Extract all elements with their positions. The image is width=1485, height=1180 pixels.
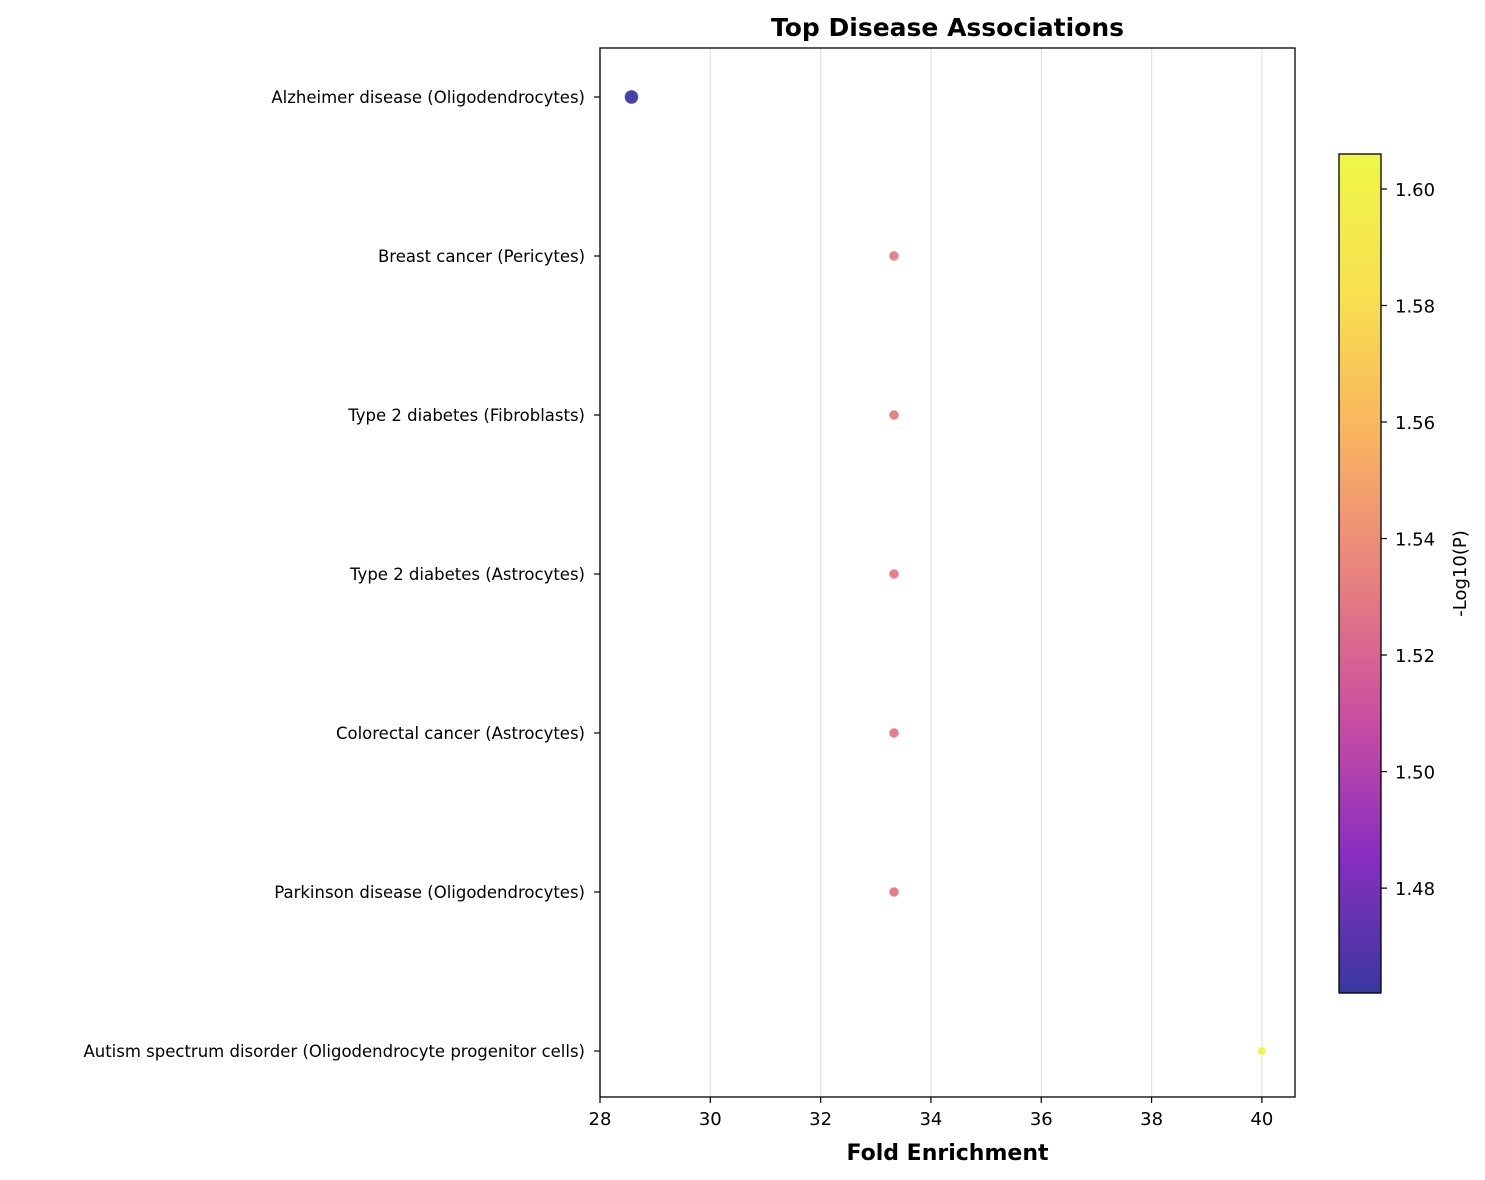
plot-frame bbox=[599, 47, 1296, 1098]
x-tick-label: 34 bbox=[919, 1109, 942, 1130]
x-tick-label: 32 bbox=[809, 1109, 832, 1130]
colorbar-tick-label: 1.54 bbox=[1395, 530, 1435, 551]
y-category-label: Type 2 diabetes (Fibroblasts) bbox=[347, 406, 585, 425]
colorbar: 1.48 1.50 1.52 1.54 1.56 1.58 1.60 -Log10(P) bbox=[1338, 153, 1471, 994]
y-category-label: Type 2 diabetes (Astrocytes) bbox=[349, 565, 585, 584]
x-tick-label: 40 bbox=[1250, 1109, 1273, 1130]
y-category-label: Colorectal cancer (Astrocytes) bbox=[336, 724, 585, 743]
colorbar-tick-label: 1.52 bbox=[1395, 646, 1435, 667]
chart-title: Top Disease Associations bbox=[771, 13, 1124, 42]
colorbar-tick-label: 1.56 bbox=[1395, 413, 1435, 434]
data-point bbox=[888, 409, 900, 421]
colorbar-tick-label: 1.60 bbox=[1395, 180, 1435, 201]
data-points bbox=[623, 89, 1267, 1056]
y-category-label: Alzheimer disease (Oligodendrocytes) bbox=[271, 88, 585, 107]
colorbar-ticks: 1.48 1.50 1.52 1.54 1.56 1.58 1.60 bbox=[1381, 180, 1435, 900]
x-axis-label: Fold Enrichment bbox=[846, 1141, 1048, 1166]
y-category-label: Parkinson disease (Oligodendrocytes) bbox=[274, 883, 585, 902]
colorbar-tick-label: 1.50 bbox=[1395, 763, 1435, 784]
x-tick-label: 28 bbox=[589, 1109, 612, 1130]
colorbar-tick-label: 1.48 bbox=[1395, 879, 1435, 900]
data-point bbox=[888, 250, 900, 262]
data-point bbox=[888, 568, 900, 580]
colorbar-gradient bbox=[1338, 153, 1382, 994]
x-axis-ticks: 28 30 32 34 36 38 40 bbox=[589, 1097, 1273, 1130]
data-point bbox=[1257, 1046, 1267, 1056]
grid-lines bbox=[599, 48, 1263, 1097]
colorbar-label: -Log10(P) bbox=[1450, 530, 1471, 616]
data-point bbox=[888, 886, 900, 898]
x-tick-label: 36 bbox=[1030, 1109, 1053, 1130]
x-tick-label: 38 bbox=[1140, 1109, 1163, 1130]
y-category-label: Breast cancer (Pericytes) bbox=[378, 247, 585, 266]
data-point bbox=[888, 727, 900, 739]
colorbar-tick-label: 1.58 bbox=[1395, 296, 1435, 317]
x-tick-label: 30 bbox=[699, 1109, 722, 1130]
y-category-label: Autism spectrum disorder (Oligodendrocyt… bbox=[83, 1042, 585, 1061]
y-category-labels: Alzheimer disease (Oligodendrocytes) Brea… bbox=[83, 88, 600, 1061]
data-point bbox=[623, 89, 639, 105]
